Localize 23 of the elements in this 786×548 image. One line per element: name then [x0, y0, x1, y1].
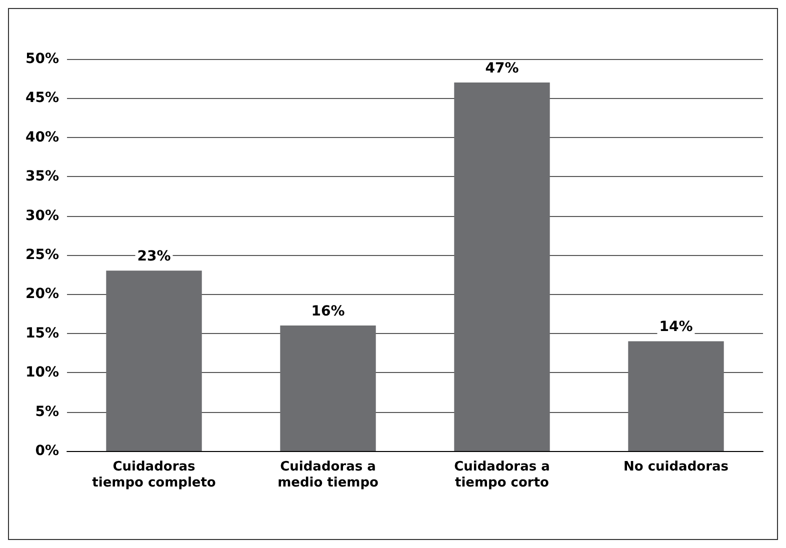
data-label: 47% [485, 60, 519, 77]
bar [454, 82, 550, 451]
y-tick-label: 35% [25, 168, 59, 185]
data-label: 14% [659, 319, 693, 336]
y-tick-label: 15% [25, 325, 59, 342]
y-tick-label: 25% [25, 247, 59, 263]
bar [628, 341, 724, 451]
y-tick-label: 50% [25, 51, 59, 67]
data-label: 23% [137, 248, 171, 265]
y-tick-label: 5% [35, 404, 59, 420]
bar [106, 270, 202, 451]
bar [280, 326, 376, 451]
y-tick-label: 45% [25, 90, 59, 106]
y-tick-label: 20% [25, 286, 59, 302]
data-label: 16% [311, 304, 345, 320]
y-tick-label: 10% [25, 364, 59, 381]
y-tick-label: 0% [35, 443, 59, 459]
x-tick-label: Cuidadoras a medio tiempo [278, 460, 378, 490]
x-tick-label: No cuidadoras [624, 460, 729, 474]
y-tick-label: 30% [25, 208, 59, 224]
x-tick-label: Cuidadoras tiempo completo [92, 460, 216, 490]
x-tick-label: Cuidadoras a tiempo corto [454, 460, 550, 490]
y-tick-label: 40% [25, 129, 59, 146]
